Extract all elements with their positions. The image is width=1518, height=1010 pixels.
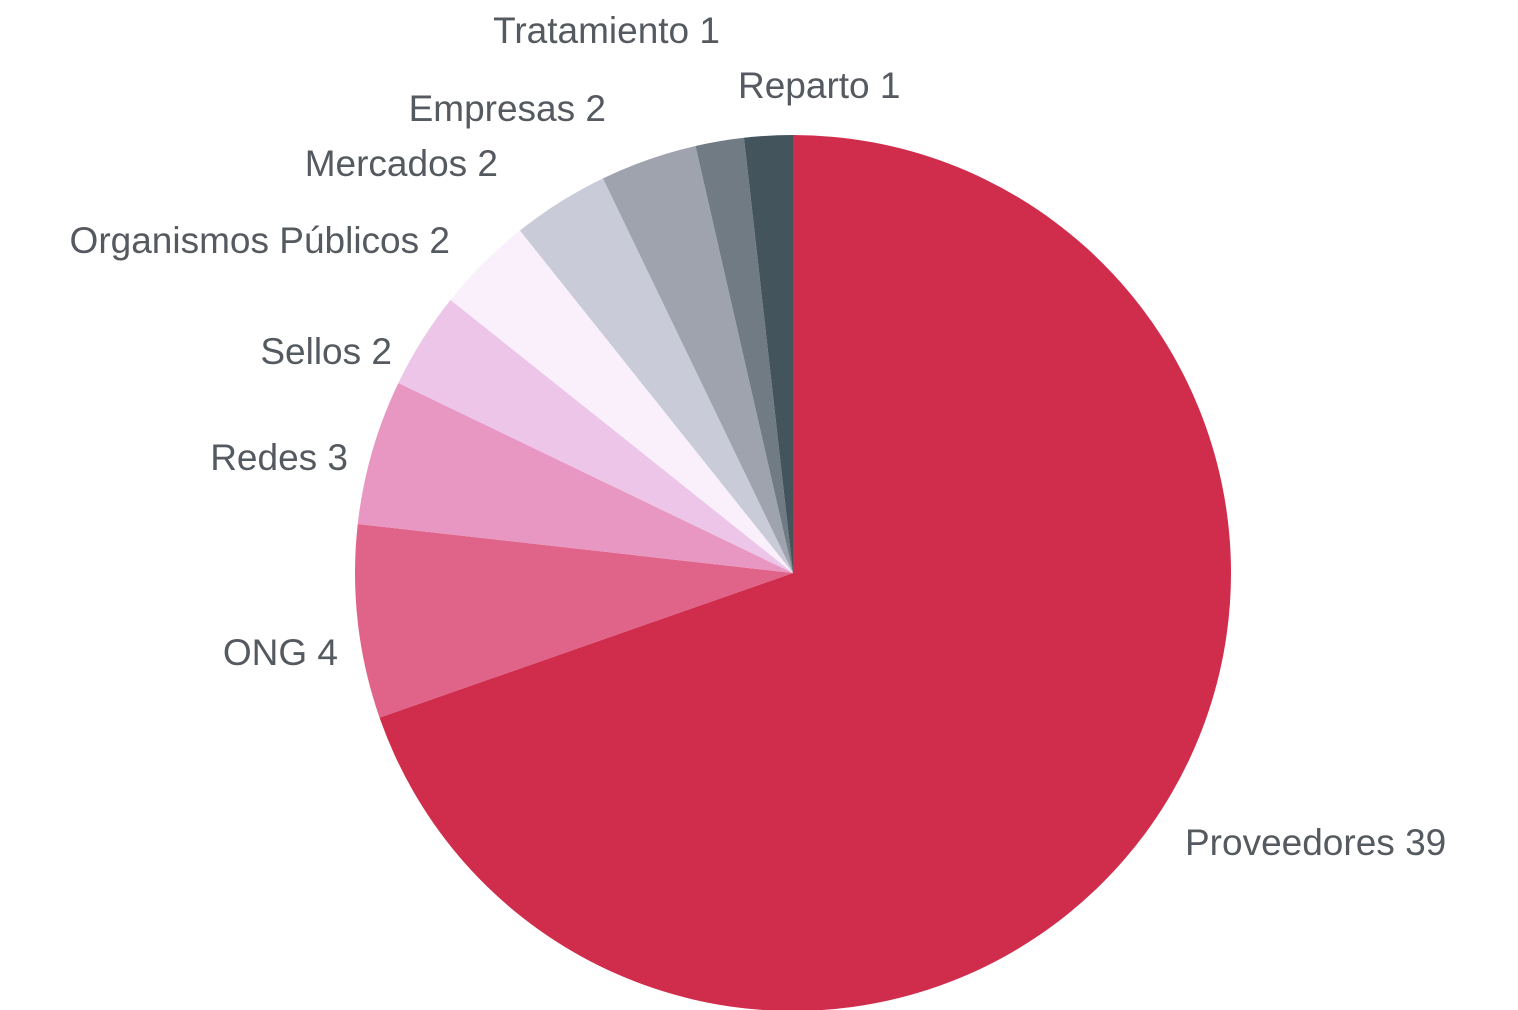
slice-value: 4 (317, 632, 338, 673)
slice-category: Proveedores (1185, 822, 1395, 863)
slice-category: Tratamiento (493, 10, 689, 51)
slice-label: ONG 4 (223, 632, 338, 673)
pie-slice (450, 230, 793, 574)
slice-value: 2 (585, 88, 606, 129)
slice-category: Redes (210, 437, 317, 478)
pie-slice (519, 178, 793, 573)
slice-label: Reparto 1 (738, 65, 901, 106)
slice-value: 1 (880, 65, 901, 106)
pie-slice (398, 299, 793, 573)
slice-value: 2 (477, 143, 498, 184)
slice-category: Reparto (738, 65, 870, 106)
slice-value: 2 (371, 331, 392, 372)
slice-label: Empresas 2 (409, 88, 606, 129)
pie-slice (355, 523, 793, 718)
slice-value: 1 (699, 10, 720, 51)
slice-category: Sellos (260, 331, 361, 372)
pie-slice (602, 145, 793, 573)
slice-category: ONG (223, 632, 307, 673)
pie-slice (357, 382, 793, 573)
slice-label: Sellos 2 (260, 331, 392, 372)
slice-category: Empresas (409, 88, 576, 129)
slice-category: Mercados (305, 143, 467, 184)
slice-category: Organismos Públicos (70, 220, 420, 261)
pie-slice (743, 135, 793, 573)
slice-value: 2 (429, 220, 450, 261)
slice-label: Redes 3 (210, 437, 348, 478)
slice-value: 3 (327, 437, 348, 478)
pie-slice (695, 137, 793, 573)
slice-label: Mercados 2 (305, 143, 498, 184)
slice-label: Proveedores 39 (1185, 822, 1446, 863)
slice-label: Tratamiento 1 (493, 10, 720, 51)
pie-slice (379, 135, 1231, 1010)
slice-label: Organismos Públicos 2 (70, 220, 450, 261)
slice-value: 39 (1405, 822, 1446, 863)
